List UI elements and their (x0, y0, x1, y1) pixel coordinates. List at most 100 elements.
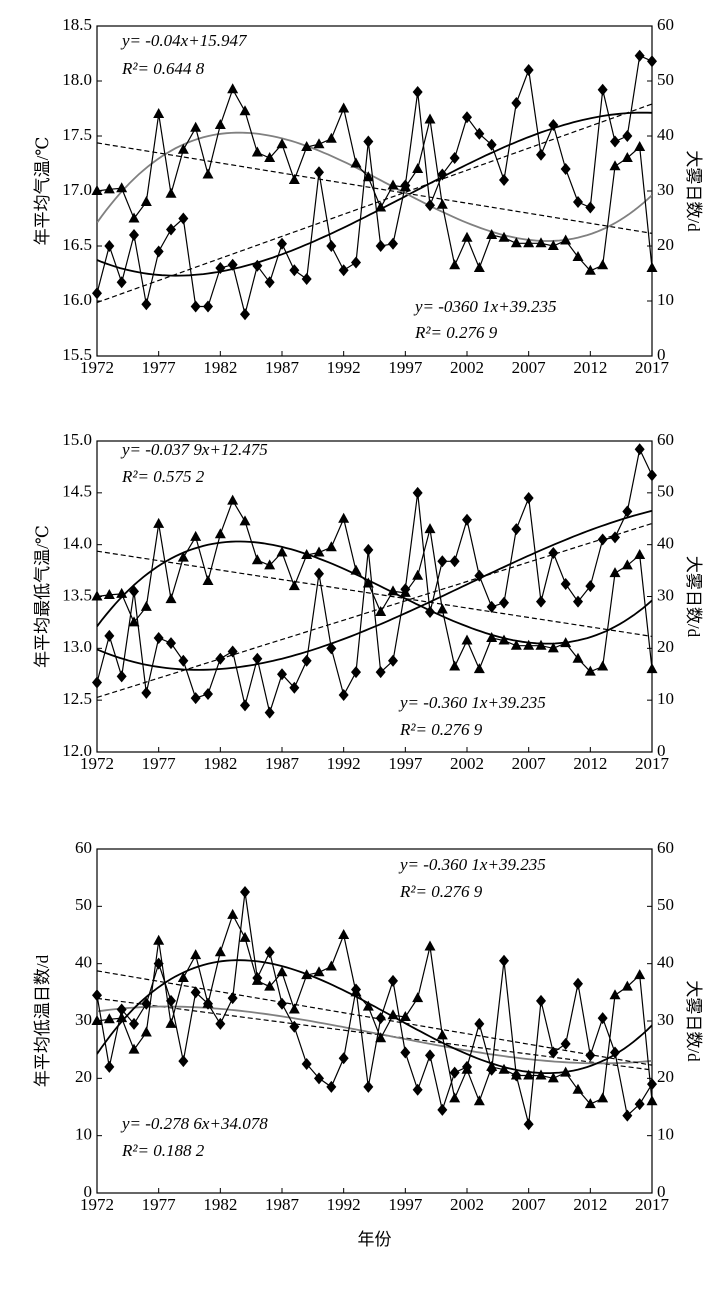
triangle-marker (424, 940, 436, 951)
x-tick-label: 1987 (265, 754, 300, 773)
triangle-marker (276, 546, 288, 557)
diamond-marker (338, 688, 349, 701)
diamond-marker (178, 1055, 189, 1068)
triangle-marker (498, 634, 510, 645)
x-tick-label: 1992 (327, 754, 361, 773)
y-tick-label: 0 (84, 1182, 93, 1201)
triangle-marker (239, 105, 251, 116)
triangle-marker (461, 231, 473, 242)
diamond-marker (289, 681, 300, 694)
triangle-marker (91, 590, 103, 601)
fit-equation: R²= 0.644 8 (121, 59, 205, 78)
triangle-marker (177, 972, 189, 982)
diamond-marker (622, 130, 633, 142)
y-tick-label: 15.5 (62, 345, 92, 364)
diamond-marker (388, 237, 398, 250)
triangle-marker (288, 580, 300, 591)
triangle-marker (535, 1069, 547, 1080)
diamond-marker (227, 258, 238, 271)
fit-equation: R²= 0.276 9 (414, 323, 498, 342)
triangle-marker (313, 138, 325, 149)
diamond-marker (314, 567, 324, 580)
y2-tick-label: 20 (657, 1067, 674, 1086)
diamond-marker (437, 1103, 448, 1116)
diamond-marker (277, 997, 287, 1010)
triangle-marker (165, 593, 177, 604)
x-tick-label: 1977 (142, 754, 177, 773)
diamond-marker (449, 1066, 460, 1079)
y-tick-label: 12.5 (62, 689, 92, 708)
y-tick-label: 50 (75, 895, 92, 914)
fit-equation: R²= 0.276 9 (399, 882, 483, 901)
triangle-marker (436, 198, 448, 209)
triangle-marker (547, 642, 559, 653)
diamond-marker (437, 555, 448, 568)
triangle-marker (473, 1095, 485, 1106)
diamond-marker (129, 229, 139, 241)
diamond-marker (289, 1020, 300, 1033)
x-tick-label: 2007 (512, 754, 547, 773)
diamond-marker (437, 168, 448, 181)
triangle-marker (584, 1098, 596, 1109)
fit-equation: y= -0.037 9x+12.475 (120, 440, 268, 459)
diamond-marker (412, 486, 423, 499)
triangle-marker (301, 549, 313, 560)
triangle-marker (214, 119, 226, 129)
diamond-marker (203, 687, 213, 700)
triangle-marker (621, 152, 633, 162)
diamond-marker (153, 245, 164, 258)
diamond-marker (264, 706, 275, 719)
series-line (96, 499, 653, 673)
triangle-marker (510, 639, 522, 650)
y-tick-label: 16.0 (62, 290, 92, 309)
diamond-marker (301, 273, 312, 285)
triangle-marker (362, 577, 374, 588)
triangle-marker (449, 660, 461, 671)
diamond-marker (166, 637, 176, 650)
triangle-marker (103, 1013, 115, 1024)
triangle-marker (609, 160, 621, 171)
y-tick-label: 17.5 (62, 125, 92, 144)
triangle-marker (165, 187, 177, 198)
diamond-marker (610, 531, 620, 544)
y2-tick-label: 30 (657, 1010, 674, 1029)
diamond-marker (536, 994, 546, 1007)
diamond-marker (573, 595, 583, 608)
triangle-marker (214, 946, 226, 957)
triangle-marker (523, 237, 535, 248)
diamond-marker (412, 1083, 423, 1096)
diamond-marker (634, 1098, 645, 1111)
triangle-marker (251, 974, 263, 985)
x-tick-label: 1977 (142, 358, 177, 377)
x-tick-label: 1987 (265, 358, 300, 377)
triangle-marker (91, 1015, 103, 1025)
triangle-marker (646, 1095, 658, 1106)
x-tick-label: 1992 (327, 358, 361, 377)
triangle-marker (165, 1017, 177, 1028)
triangle-marker (153, 934, 165, 945)
y2-tick-label: 30 (657, 585, 674, 604)
diamond-marker (425, 606, 435, 619)
x-tick-label: 1997 (388, 754, 423, 773)
triangle-marker (461, 1063, 473, 1074)
y2-axis-label: 大雾日数/d (684, 980, 703, 1062)
diamond-marker (647, 469, 657, 482)
triangle-marker (239, 515, 251, 526)
diamond-marker (425, 199, 435, 212)
triangle-marker (609, 989, 621, 1000)
y-tick-label: 40 (75, 953, 92, 972)
x-tick-label: 2017 (635, 1195, 670, 1214)
diamond-marker (375, 666, 386, 679)
triangle-marker (399, 586, 411, 597)
diamond-marker (351, 666, 361, 679)
y2-tick-label: 10 (657, 290, 674, 309)
triangle-marker (264, 559, 276, 570)
series-line (96, 913, 653, 1105)
linear-trend (97, 970, 652, 1066)
diamond-marker (585, 580, 596, 593)
diamond-marker (264, 946, 275, 959)
x-tick-label: 2007 (512, 358, 547, 377)
panel: 1972 1977 1982 1987 1992 1997 2002 2007 2012 2017… (33, 15, 703, 377)
diamond-marker (264, 276, 275, 289)
diamond-marker (178, 654, 189, 667)
